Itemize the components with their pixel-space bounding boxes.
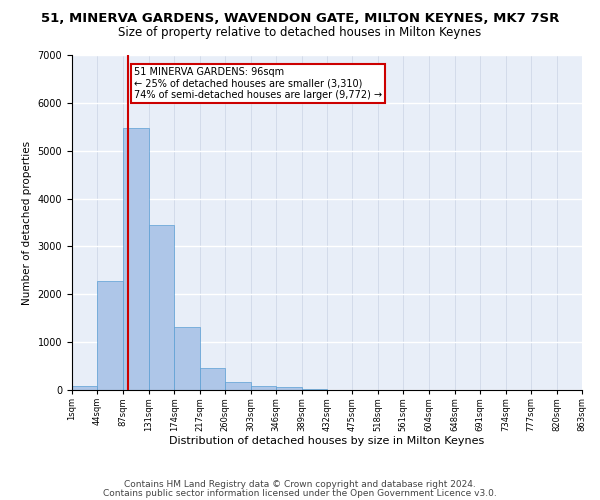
Bar (123, 128, 149, 390)
Bar (149, 225, 175, 390)
Bar (72, 386, 97, 390)
X-axis label: Distribution of detached houses by size in Milton Keynes: Distribution of detached houses by size … (169, 436, 485, 446)
Text: Contains public sector information licensed under the Open Government Licence v3: Contains public sector information licen… (103, 488, 497, 498)
Text: Contains HM Land Registry data © Crown copyright and database right 2024.: Contains HM Land Registry data © Crown c… (124, 480, 476, 489)
Bar (97, 281, 123, 390)
Y-axis label: Number of detached properties: Number of detached properties (22, 140, 32, 304)
Bar (200, 368, 225, 390)
Text: Size of property relative to detached houses in Milton Keynes: Size of property relative to detached ho… (118, 26, 482, 39)
Bar (276, 387, 302, 390)
Bar (302, 388, 327, 390)
Text: 51 MINERVA GARDENS: 96sqm
← 25% of detached houses are smaller (3,310)
74% of se: 51 MINERVA GARDENS: 96sqm ← 25% of detac… (134, 67, 382, 100)
Text: 51, MINERVA GARDENS, WAVENDON GATE, MILTON KEYNES, MK7 7SR: 51, MINERVA GARDENS, WAVENDON GATE, MILT… (41, 12, 559, 26)
Bar (225, 382, 251, 390)
Bar (175, 328, 200, 390)
Bar (251, 386, 276, 390)
